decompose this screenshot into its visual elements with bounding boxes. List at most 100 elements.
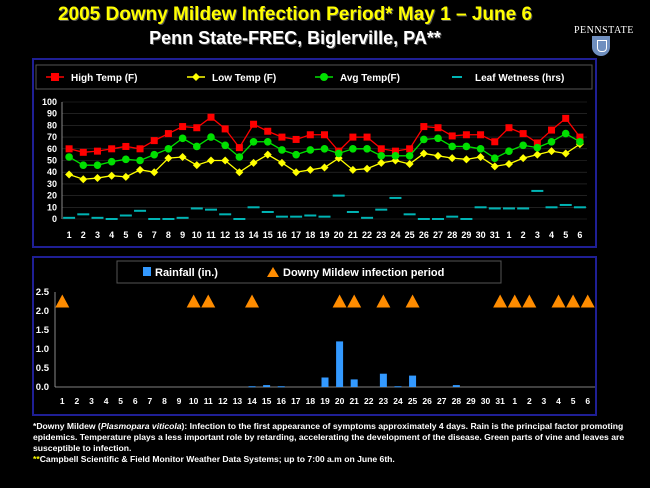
avg-temp-point	[292, 150, 300, 159]
rain-xtick-label: 4	[556, 396, 561, 406]
avg-temp-point	[349, 145, 357, 153]
high-temp-point	[306, 131, 314, 139]
avg-temp-point	[363, 145, 371, 153]
avg-temp-point	[207, 133, 215, 141]
avg-temp-point	[164, 145, 173, 153]
low-temp-point	[405, 160, 414, 169]
low-temp-point	[277, 158, 286, 167]
legend-marker-avg	[320, 73, 328, 81]
low-temp-point	[519, 154, 528, 163]
avg-temp-point	[547, 137, 556, 146]
legend-label-infection: Downy Mildew infection period	[283, 267, 444, 279]
rain-ytick-label: 2.0	[36, 306, 49, 317]
low-temp-point	[121, 172, 130, 181]
avg-temp-point	[221, 141, 229, 150]
rain-xtick-label: 4	[104, 396, 109, 406]
temp-ytick-label: 0	[52, 214, 57, 224]
rain-xtick-label: 18	[306, 396, 316, 406]
temp-xtick-label: 13	[234, 230, 244, 240]
avg-temp-point	[533, 143, 542, 152]
low-temp-point	[164, 154, 173, 163]
temp-ytick-label: 60	[47, 144, 57, 154]
temp-xtick-label: 18	[305, 230, 315, 240]
avg-temp-point	[263, 137, 272, 146]
rain-xtick-label: 9	[177, 396, 182, 406]
low-temp-point	[306, 165, 315, 174]
rain-xtick-label: 11	[204, 396, 213, 406]
high-temp-point	[136, 145, 144, 153]
avg-temp-point	[306, 146, 315, 154]
rain-xtick-label: 25	[408, 396, 418, 406]
avg-temp-point	[377, 152, 386, 160]
temp-xtick-label: 7	[152, 230, 157, 240]
infection-marker	[566, 294, 581, 308]
high-temp-point	[533, 139, 541, 147]
avg-temp-point	[136, 156, 144, 165]
high-temp-point	[321, 131, 328, 139]
rainfall-bar	[336, 341, 344, 387]
temp-xtick-label: 3	[95, 230, 100, 240]
high-temp-point	[164, 130, 172, 138]
low-temp-point	[320, 163, 329, 172]
rain-xtick-label: 5	[118, 396, 123, 406]
rainfall-bar	[321, 377, 329, 387]
page-subtitle: Penn State-FREC, Biglerville, PA**	[149, 28, 441, 48]
temp-xtick-label: 1	[506, 230, 511, 240]
legend-label-rain: Rainfall (in.)	[155, 267, 218, 279]
low-temp-point	[79, 175, 88, 184]
low-temp-point	[533, 150, 542, 159]
rainfall-bar	[452, 385, 460, 387]
infection-marker	[522, 294, 537, 308]
high-temp-point	[207, 113, 215, 121]
avg-temp-point	[505, 147, 513, 155]
low-temp-point	[419, 149, 428, 158]
legend-marker-low	[192, 73, 200, 81]
low-temp-point	[178, 152, 187, 161]
temp-xtick-label: 8	[166, 230, 171, 240]
temp-xtick-label: 24	[390, 230, 400, 240]
high-temp-point	[363, 133, 371, 141]
high-temp-point	[377, 145, 385, 153]
low-temp-point	[448, 154, 457, 163]
high-temp-point	[292, 135, 300, 143]
temp-xtick-label: 3	[535, 230, 540, 240]
infection-marker	[245, 294, 260, 308]
temp-xtick-label: 27	[433, 230, 443, 240]
low-temp-point	[192, 161, 201, 170]
temp-xtick-label: 2	[81, 230, 86, 240]
temp-xtick-label: 11	[206, 230, 216, 240]
rain-xtick-label: 20	[335, 396, 345, 406]
infection-marker	[332, 294, 347, 308]
temp-xtick-label: 30	[476, 230, 486, 240]
rainfall-bar	[263, 385, 271, 387]
temp-xtick-label: 21	[348, 230, 358, 240]
legend-label-avg: Avg Temp(F)	[340, 73, 400, 84]
high-temp-point	[179, 123, 187, 131]
rain-xtick-label: 7	[147, 396, 152, 406]
rain-xtick-label: 6	[133, 396, 138, 406]
legend-marker-high	[51, 73, 59, 81]
infection-marker	[347, 294, 362, 308]
avg-temp-point	[476, 145, 485, 153]
temp-legend	[35, 64, 593, 90]
avg-temp-point	[65, 153, 73, 161]
footnote-text-c: ): Infection to the first appearance of …	[33, 421, 625, 453]
low-temp-point	[504, 160, 513, 169]
avg-temp-point	[391, 152, 400, 160]
avg-temp-point	[178, 134, 187, 143]
low-temp-point	[150, 168, 159, 177]
low-temp-point	[476, 152, 485, 161]
avg-temp-point	[576, 137, 584, 146]
avg-temp-point	[561, 129, 570, 138]
low-temp-point	[434, 151, 443, 160]
shield-icon	[592, 36, 610, 56]
low-temp-point	[93, 174, 102, 183]
temp-xtick-label: 17	[291, 230, 301, 240]
high-temp-point	[562, 114, 570, 122]
rain-xtick-label: 10	[189, 396, 199, 406]
high-temp-point	[108, 145, 116, 153]
rain-xtick-label: 14	[247, 396, 257, 406]
infection-marker	[55, 294, 70, 308]
rain-ytick-label: 0.5	[36, 363, 50, 374]
avg-temp-point	[278, 146, 286, 154]
